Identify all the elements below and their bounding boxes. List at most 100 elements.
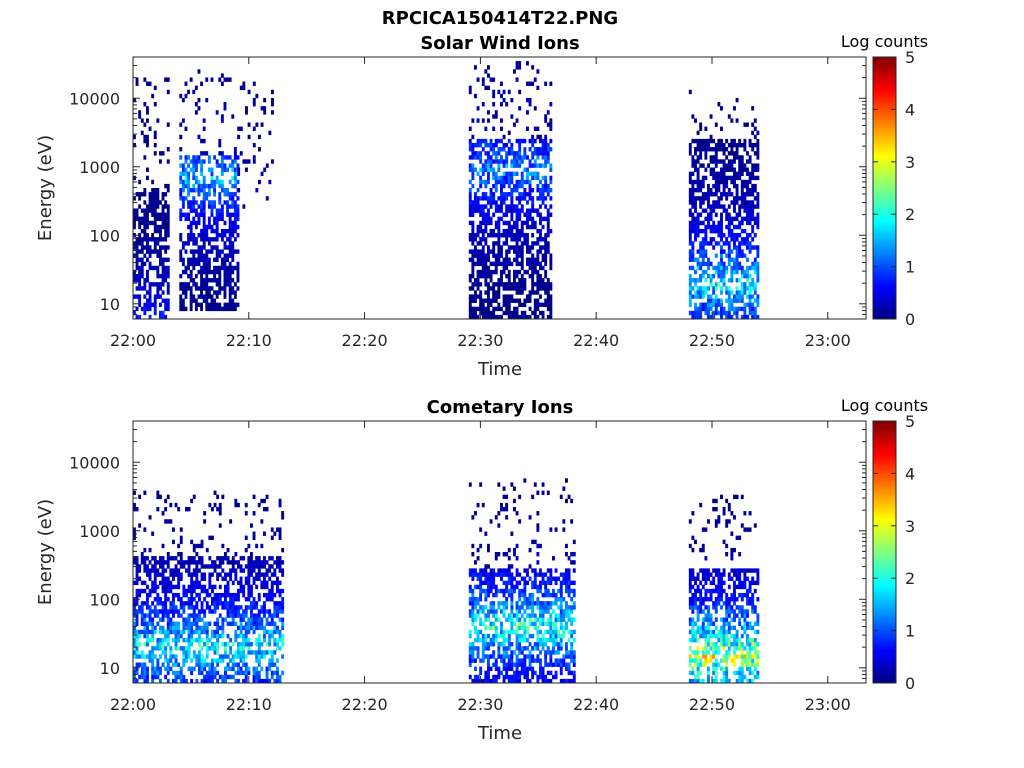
heatmap-cell xyxy=(174,502,178,508)
heatmap-cell xyxy=(497,204,501,209)
heatmap-cell xyxy=(223,245,227,250)
heatmap-cell xyxy=(751,171,755,177)
heatmap-cell xyxy=(722,249,726,254)
heatmap-cell xyxy=(164,265,168,271)
heatmap-cell xyxy=(691,163,695,168)
heatmap-cell xyxy=(151,179,155,185)
heatmap-cell xyxy=(276,658,279,663)
heatmap-cell xyxy=(474,167,477,172)
heatmap-cell xyxy=(539,617,542,622)
heatmap-cell xyxy=(146,298,149,303)
heatmap-cell xyxy=(164,506,168,512)
heatmap-cell xyxy=(507,151,511,156)
heatmap-cell xyxy=(182,650,186,655)
heatmap-cell xyxy=(746,151,749,156)
heatmap-cell xyxy=(244,637,248,643)
heatmap-cell xyxy=(709,212,713,217)
heatmap-cell xyxy=(205,228,209,234)
colorbar-step xyxy=(873,159,896,163)
heatmap-cell xyxy=(567,592,571,598)
heatmap-cell xyxy=(198,670,201,676)
heatmap-cell xyxy=(224,601,227,606)
heatmap-cell xyxy=(751,314,755,320)
heatmap-cell xyxy=(696,142,700,148)
heatmap-cell xyxy=(228,155,232,160)
colorbar-frame xyxy=(872,56,897,320)
heatmap-cell xyxy=(237,625,240,631)
heatmap-cell xyxy=(198,662,201,667)
heatmap-cell xyxy=(691,621,695,626)
heatmap-cell xyxy=(479,151,483,156)
heatmap-cell xyxy=(572,592,576,598)
heatmap-cell xyxy=(270,556,274,561)
heatmap-cell xyxy=(546,224,550,230)
heatmap-cell xyxy=(189,159,193,164)
heatmap-cell xyxy=(194,167,198,172)
heatmap-cell xyxy=(572,539,576,545)
heatmap-cell xyxy=(494,290,498,295)
colorbar-step xyxy=(873,279,896,283)
heatmap-cell xyxy=(166,257,170,262)
heatmap-cell xyxy=(231,597,235,602)
heatmap-cell xyxy=(696,265,700,271)
colorbar-step xyxy=(873,59,896,63)
heatmap-cell xyxy=(691,310,695,316)
heatmap-cell xyxy=(169,556,173,561)
heatmap-cell xyxy=(502,613,506,618)
heatmap-cell xyxy=(138,294,142,299)
heatmap-cell xyxy=(505,249,509,254)
heatmap-cell xyxy=(484,306,488,312)
heatmap-cell xyxy=(500,670,503,676)
heatmap-cell xyxy=(140,670,144,676)
heatmap-cell xyxy=(263,506,266,512)
heatmap-cell xyxy=(273,625,277,631)
heatmap-cell xyxy=(250,642,253,647)
heatmap-cell xyxy=(151,564,155,569)
heatmap-cell xyxy=(500,175,503,181)
heatmap-cell xyxy=(476,249,480,254)
heatmap-cell xyxy=(187,282,191,287)
heatmap-cell xyxy=(559,637,563,643)
heatmap-cell xyxy=(733,224,736,230)
heatmap-cell xyxy=(260,609,264,614)
heatmap-cell xyxy=(273,621,277,626)
heatmap-cell xyxy=(252,613,256,618)
heatmap-cell xyxy=(471,592,475,598)
heatmap-cell xyxy=(694,597,697,602)
heatmap-cell xyxy=(701,175,705,181)
heatmap-cell xyxy=(505,306,509,312)
heatmap-cell xyxy=(166,286,170,291)
heatmap-cell xyxy=(523,302,527,308)
heatmap-cell xyxy=(481,572,485,577)
heatmap-cell xyxy=(694,592,697,598)
heatmap-cell xyxy=(513,310,516,316)
heatmap-cell xyxy=(474,233,477,238)
colorbar-step xyxy=(873,282,896,286)
heatmap-cell xyxy=(153,625,157,631)
heatmap-cell xyxy=(544,118,548,123)
heatmap-cell xyxy=(497,228,501,234)
heatmap-cell xyxy=(211,633,214,639)
heatmap-cell xyxy=(166,662,170,667)
heatmap-cell xyxy=(237,670,240,676)
heatmap-cell xyxy=(250,613,253,618)
heatmap-cell xyxy=(500,261,503,267)
heatmap-cell xyxy=(223,269,227,275)
heatmap-cell xyxy=(218,502,222,508)
heatmap-cell xyxy=(748,188,752,193)
heatmap-cell xyxy=(208,576,212,581)
heatmap-cell xyxy=(554,597,558,602)
heatmap-cell xyxy=(479,269,483,275)
heatmap-cell xyxy=(479,576,483,581)
heatmap-cell xyxy=(720,228,723,234)
heatmap-cell xyxy=(523,286,527,291)
heatmap-cell xyxy=(197,183,201,189)
heatmap-cell xyxy=(536,605,540,610)
heatmap-cell xyxy=(748,192,752,197)
heatmap-cell xyxy=(515,629,519,635)
heatmap-cell xyxy=(229,597,233,602)
heatmap-cell xyxy=(567,588,571,594)
colorbar-step xyxy=(873,263,896,268)
heatmap-cell xyxy=(187,650,191,655)
heatmap-cell xyxy=(507,306,511,312)
